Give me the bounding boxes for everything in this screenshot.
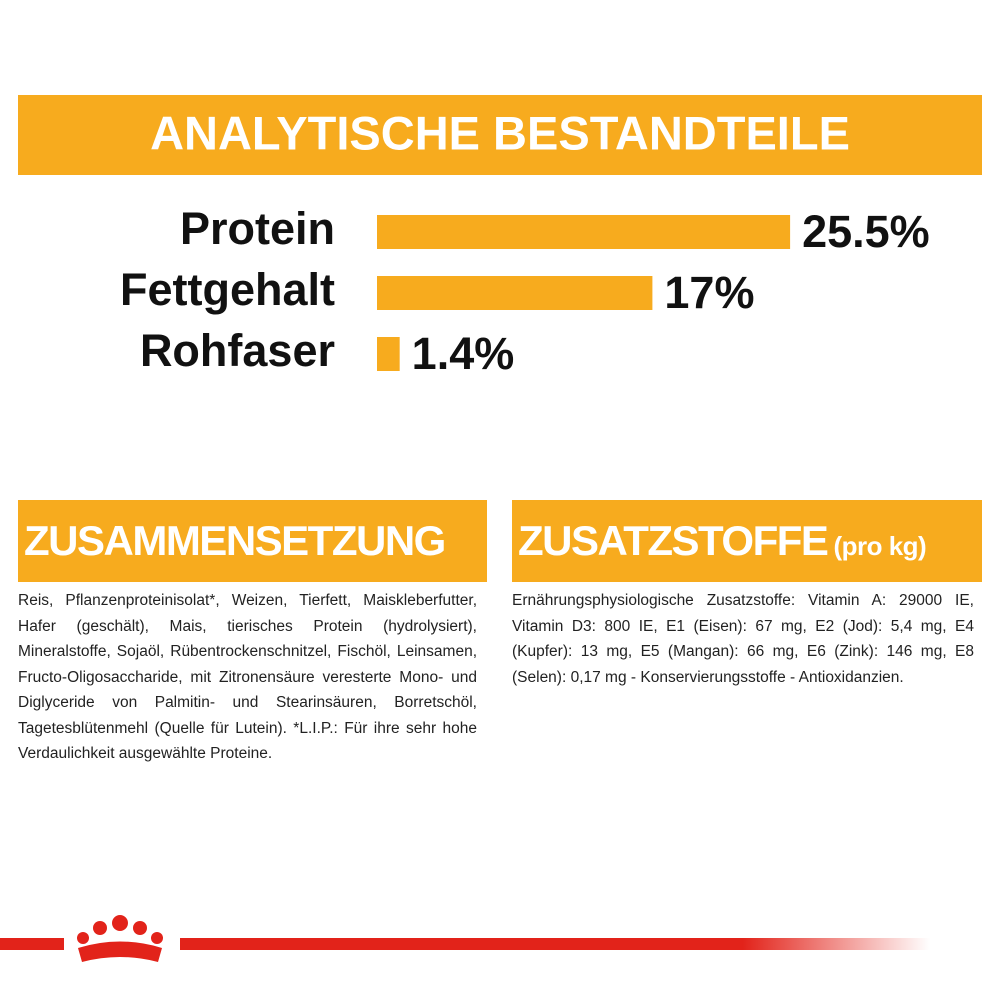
bar	[377, 215, 791, 249]
category-label: Fettgehalt	[120, 264, 335, 315]
section-text: Ernährungsphysiologische Zusatzstoffe: V…	[512, 592, 974, 686]
category-label: Rohfaser	[140, 325, 335, 376]
value-label: 1.4%	[412, 328, 515, 379]
bar	[377, 276, 653, 310]
value-label: 25.5%	[802, 206, 930, 257]
bar	[377, 337, 400, 371]
section-title-text: ZUSATZSTOFFE	[518, 517, 829, 564]
section-text: Reis, Pflanzenproteinisolat*, Weizen, Ti…	[18, 592, 477, 762]
chart-title: ANALYTISCHE BESTANDTEILE	[150, 106, 850, 159]
logo-crown	[77, 915, 163, 962]
title-band	[18, 95, 982, 175]
section-title: ZUSATZSTOFFE (pro kg)	[512, 500, 982, 582]
footer-line	[180, 938, 930, 950]
category-label: Protein	[180, 203, 335, 254]
footer-line	[0, 938, 64, 950]
bar-chart: Protein 25.5% Fettgehalt 17% Rohfaser 1.4%	[120, 203, 930, 379]
section-subtitle: (pro kg)	[833, 531, 927, 561]
section-title: ZUSAMMENSETZUNG	[18, 500, 487, 582]
value-label: 17%	[664, 267, 754, 318]
section-title-text: ZUSAMMENSETZUNG	[24, 517, 446, 564]
